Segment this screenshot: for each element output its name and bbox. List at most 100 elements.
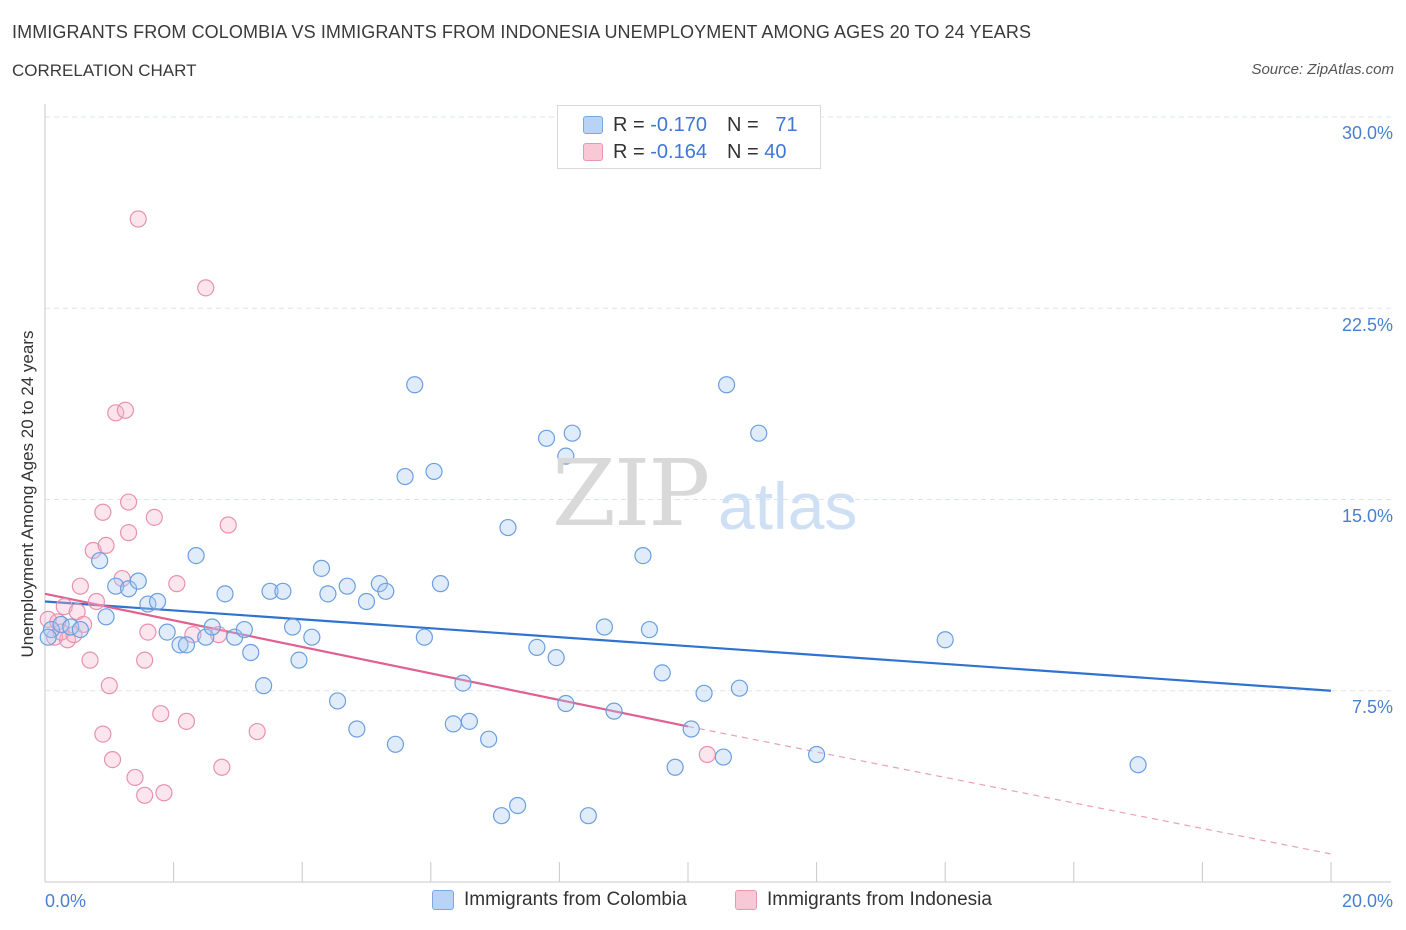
- point-colombia: [454, 674, 472, 692]
- point-indonesia: [81, 651, 99, 669]
- y-axis-label: Unemployment Among Ages 20 to 24 years: [18, 330, 37, 658]
- point-colombia: [730, 679, 749, 697]
- point-colombia: [682, 720, 700, 738]
- point-colombia: [557, 694, 575, 713]
- point-indonesia: [71, 577, 89, 595]
- point-colombia: [499, 518, 517, 537]
- point-indonesia: [55, 597, 73, 616]
- point-colombia: [528, 638, 546, 657]
- point-colombia: [39, 628, 57, 646]
- point-indonesia: [248, 722, 266, 741]
- watermark-atlas: atlas: [718, 469, 858, 543]
- point-colombia: [634, 546, 652, 565]
- gridlines: [45, 116, 1391, 692]
- y-tick-label: 22.5%: [1341, 315, 1393, 335]
- point-indonesia: [219, 516, 237, 534]
- point-indonesia: [39, 610, 57, 628]
- point-colombia: [640, 620, 659, 639]
- point-colombia: [492, 807, 511, 825]
- point-colombia: [444, 715, 462, 733]
- x-tick-label: 0.0%: [45, 891, 87, 911]
- point-indonesia: [136, 651, 154, 669]
- n-label: N =: [726, 113, 759, 136]
- point-colombia: [158, 623, 176, 641]
- point-colombia: [653, 664, 671, 682]
- point-colombia: [129, 572, 147, 590]
- y-tick-label: 30.0%: [1341, 123, 1393, 143]
- point-colombia: [509, 796, 527, 815]
- point-indonesia: [155, 784, 173, 802]
- point-colombia: [71, 620, 89, 639]
- point-colombia: [807, 745, 826, 764]
- point-indonesia: [116, 401, 134, 419]
- point-colombia: [537, 429, 556, 447]
- point-colombia: [431, 575, 450, 593]
- point-colombia: [348, 720, 366, 738]
- legend-swatch-colombia: [432, 890, 454, 910]
- point-colombia: [357, 592, 376, 611]
- n-value: 40: [764, 140, 787, 163]
- point-colombia: [274, 582, 292, 600]
- point-colombia: [187, 546, 205, 565]
- point-colombia: [328, 692, 347, 710]
- correlation-legend: R = -0.170 N = 71 R = -0.164 N = 40: [557, 105, 821, 169]
- legend-label: Immigrants from Indonesia: [767, 889, 992, 910]
- legend-swatch-colombia: [583, 116, 603, 134]
- data-points: [39, 210, 1147, 825]
- trend-line-indonesia-extension: [687, 725, 1332, 855]
- legend-swatch-indonesia: [735, 890, 757, 910]
- point-colombia: [319, 585, 337, 603]
- point-colombia: [563, 424, 581, 442]
- point-colombia: [52, 615, 70, 634]
- point-colombia: [377, 582, 395, 600]
- point-indonesia: [97, 536, 115, 555]
- point-colombia: [386, 735, 405, 753]
- x-tick-label: 20.0%: [1341, 891, 1393, 911]
- watermark-zip: ZIP: [552, 440, 710, 547]
- trend-line-colombia: [44, 600, 1332, 692]
- point-colombia: [97, 608, 115, 626]
- point-colombia: [171, 636, 189, 654]
- point-colombia: [312, 559, 331, 577]
- r-value: -0.164: [650, 140, 707, 163]
- y-tick-label: 7.5%: [1351, 697, 1393, 717]
- point-colombia: [216, 585, 234, 603]
- point-indonesia: [152, 705, 170, 723]
- chart-title: IMMIGRANTS FROM COLOMBIA VS IMMIGRANTS F…: [12, 22, 1032, 42]
- point-indonesia: [119, 524, 138, 542]
- trend-line-indonesia: [44, 592, 689, 728]
- n-value: 71: [775, 113, 798, 136]
- point-indonesia: [168, 575, 186, 593]
- point-indonesia: [84, 541, 102, 560]
- point-indonesia: [87, 592, 106, 611]
- point-indonesia: [213, 758, 231, 776]
- point-colombia: [303, 628, 321, 646]
- chart-subtitle: CORRELATION CHART: [12, 61, 197, 80]
- point-colombia: [605, 702, 623, 720]
- point-colombia: [750, 424, 768, 442]
- point-colombia: [91, 552, 109, 570]
- point-colombia: [406, 376, 424, 394]
- point-colombia: [936, 631, 954, 649]
- point-indonesia: [698, 745, 716, 764]
- point-colombia: [177, 636, 196, 654]
- point-colombia: [460, 712, 478, 730]
- legend-row-indonesia: R = -0.164 N = 40: [583, 140, 786, 164]
- legend-swatch-indonesia: [583, 143, 603, 161]
- point-colombia: [714, 748, 732, 766]
- legend-item-indonesia[interactable]: Immigrants from Indonesia: [735, 889, 992, 911]
- point-colombia: [255, 677, 273, 695]
- r-value: -0.170: [650, 113, 707, 136]
- point-indonesia: [103, 750, 122, 769]
- r-label: R =: [613, 113, 645, 136]
- point-indonesia: [177, 712, 196, 730]
- legend-item-colombia[interactable]: Immigrants from Colombia: [432, 889, 687, 911]
- point-colombia: [666, 758, 684, 776]
- point-colombia: [695, 684, 713, 702]
- point-indonesia: [126, 768, 144, 787]
- n-label: N =: [726, 140, 759, 163]
- point-colombia: [1129, 756, 1147, 774]
- point-colombia: [415, 628, 433, 646]
- source-credit: Source: ZipAtlas.com: [1251, 61, 1394, 78]
